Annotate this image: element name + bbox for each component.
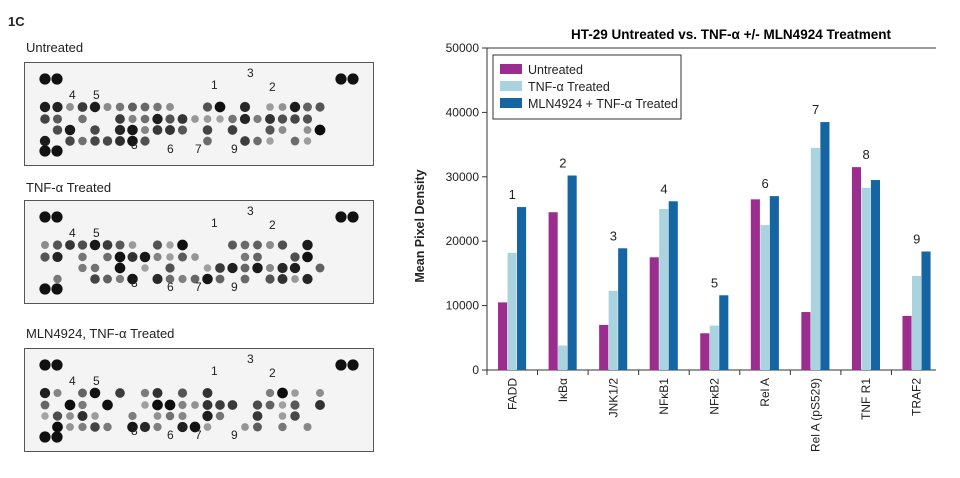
bar: [921, 251, 931, 370]
bar: [851, 167, 862, 370]
x-tick-label: TNF R1: [859, 378, 873, 420]
spot-label: 2: [269, 80, 276, 94]
spot-label: 5: [93, 374, 100, 388]
spot-label: 8: [131, 424, 138, 438]
bar: [810, 147, 820, 370]
spot-label: 7: [195, 280, 202, 294]
bar: [558, 345, 568, 370]
y-tick-label: 40000: [446, 105, 480, 119]
data-label: 8: [863, 147, 870, 162]
spot-label: 5: [93, 88, 100, 102]
spot-label: 3: [247, 204, 254, 218]
x-tick-label: NFκB2: [708, 378, 722, 415]
bar-chart: HT-29 Untreated vs. TNF-α +/- MLN4924 Tr…: [413, 27, 936, 452]
legend-label: TNF-α Treated: [528, 80, 610, 94]
spot-label: 9: [231, 142, 238, 156]
legend-swatch: [500, 98, 522, 108]
bar: [599, 324, 609, 370]
spot-label: 1: [211, 364, 218, 378]
bar: [649, 257, 659, 370]
spot-label: 4: [69, 374, 76, 388]
data-label: 3: [610, 228, 617, 243]
x-tick-label: FADD: [505, 378, 519, 410]
bar: [870, 180, 881, 370]
blot-array-image: 1 2 3 4 5 6 7 8 9: [39, 204, 359, 295]
bar: [911, 275, 922, 370]
bar: [668, 201, 678, 370]
data-label: 5: [711, 275, 718, 290]
bar: [801, 312, 811, 370]
legend-swatch: [500, 81, 522, 91]
bar: [548, 212, 558, 370]
bar: [659, 209, 669, 370]
data-label: 4: [660, 181, 667, 196]
bar: [567, 175, 577, 370]
bar: [760, 225, 770, 370]
x-tick-label: JNK1/2: [606, 378, 620, 418]
spot-label: 2: [269, 366, 276, 380]
spot-label: 2: [269, 218, 276, 232]
chart-title: HT-29 Untreated vs. TNF-α +/- MLN4924 Tr…: [571, 27, 892, 42]
spot-label: 1: [211, 216, 218, 230]
legend-swatch: [500, 64, 522, 74]
data-label: 6: [761, 176, 768, 191]
blot-title-untreated: Untreated: [26, 40, 84, 55]
spot-label: 6: [167, 280, 174, 294]
blot-array-image: 1 2 3 4 5 6 7 8 9: [39, 352, 359, 443]
data-label: 1: [509, 187, 516, 202]
y-axis-label: Mean Pixel Density: [413, 169, 427, 282]
bar: [618, 248, 628, 370]
spot-label: 5: [93, 226, 100, 240]
spot-label: 3: [247, 66, 254, 80]
bar: [719, 295, 729, 370]
x-tick-label: Rel A: [758, 378, 772, 407]
bar: [608, 290, 618, 370]
spot-label: 6: [167, 428, 174, 442]
bar: [517, 207, 527, 370]
bar: [861, 187, 871, 370]
bar: [750, 199, 760, 370]
spot-label: 7: [195, 428, 202, 442]
spot-label: 9: [231, 428, 238, 442]
legend-box: [492, 54, 682, 120]
spot-label: 6: [167, 142, 174, 156]
bar: [709, 325, 719, 370]
spot-label: 3: [247, 352, 254, 366]
spot-label: 9: [231, 280, 238, 294]
spot-label: 7: [195, 142, 202, 156]
bar: [507, 252, 517, 370]
data-label: 2: [559, 156, 566, 171]
legend: Untreated TNF-α Treated MLN4924 + TNF-α Tr…: [492, 54, 682, 120]
bar: [820, 122, 830, 370]
blot-mln: 1 2 3 4 5 6 7 8 9: [24, 348, 374, 452]
y-tick-label: 30000: [446, 170, 480, 184]
y-tick-label: 50000: [446, 41, 480, 55]
y-tick-label: 10000: [446, 299, 480, 313]
spot-label: 8: [131, 276, 138, 290]
bar: [498, 302, 508, 370]
data-label: 9: [913, 232, 920, 247]
spot-label: 1: [211, 78, 218, 92]
x-tick-label: TRAF2: [910, 378, 924, 416]
blot-array-image: 1 2 3 4 5 6 7 8 9: [39, 66, 359, 157]
figure-label: 1C: [8, 14, 25, 29]
bar: [902, 315, 912, 370]
blot-untreated: 1 2 3 4 5 6 7 8 9: [24, 62, 374, 166]
legend-label: Untreated: [528, 63, 583, 77]
blot-title-mln: MLN4924, TNF-α Treated: [26, 326, 175, 341]
spot-label: 8: [131, 138, 138, 152]
bar: [769, 196, 779, 370]
x-tick-label: Rel A (pS529): [809, 378, 823, 452]
x-tick-label: NFκB1: [657, 378, 671, 415]
bar: [700, 333, 710, 370]
x-tick-label: IκBα: [556, 378, 570, 402]
blot-title-tnf: TNF-α Treated: [26, 180, 112, 195]
data-label: 7: [812, 102, 819, 117]
blot-tnf: 1 2 3 4 5 6 7 8 9: [24, 200, 374, 304]
spot-label: 4: [69, 226, 76, 240]
legend-label: MLN4924 + TNF-α Treated: [528, 97, 678, 111]
y-tick-label: 0: [472, 363, 479, 377]
y-tick-label: 20000: [446, 234, 480, 248]
spot-label: 4: [69, 88, 76, 102]
